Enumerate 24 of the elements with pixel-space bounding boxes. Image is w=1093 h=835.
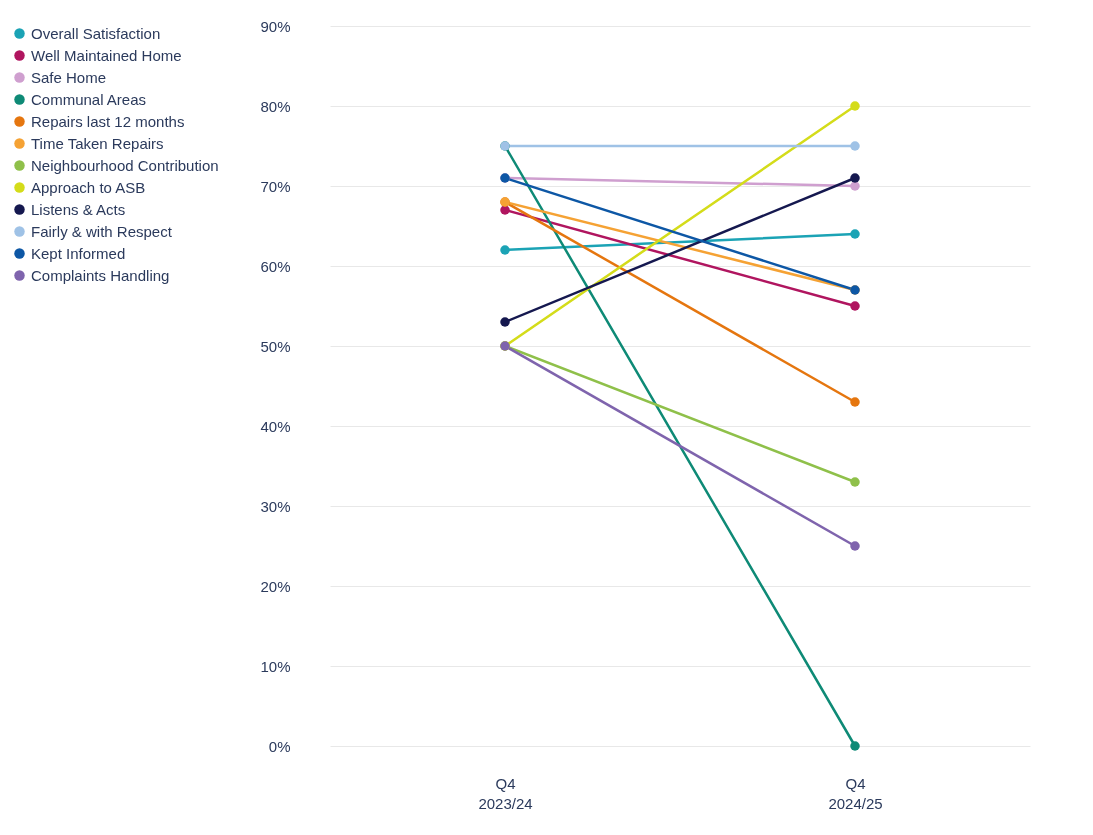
- legend-label: Fairly & with Respect: [31, 222, 173, 240]
- legend-label: Complaints Handling: [31, 266, 170, 284]
- y-tick-label: 90%: [260, 17, 291, 35]
- x-tick-label: Q4 2023/24: [478, 774, 533, 812]
- y-tick-label: 0%: [268, 737, 291, 755]
- legend-label: Neighbourhood Contribution: [31, 156, 219, 174]
- legend-label: Kept Informed: [31, 244, 126, 262]
- y-tick-label: 80%: [260, 97, 291, 115]
- y-tick-label: 50%: [260, 337, 291, 355]
- y-tick-label: 60%: [260, 257, 291, 275]
- legend-label: Communal Areas: [31, 90, 147, 108]
- legend-label: Safe Home: [31, 68, 107, 86]
- y-tick-label: 30%: [260, 497, 291, 515]
- y-tick-label: 20%: [260, 577, 291, 595]
- y-tick-label: 10%: [260, 657, 291, 675]
- y-tick-label: 40%: [260, 417, 291, 435]
- legend-label: Well Maintained Home: [31, 46, 182, 64]
- y-tick-label: 70%: [260, 177, 291, 195]
- legend-label: Repairs last 12 months: [31, 112, 185, 130]
- legend-label: Overall Satisfaction: [31, 24, 161, 42]
- legend-label: Time Taken Repairs: [31, 134, 164, 152]
- legend-label: Approach to ASB: [31, 178, 146, 196]
- legend-label: Listens & Acts: [31, 200, 126, 218]
- x-tick-label: Q4 2024/25: [828, 774, 883, 812]
